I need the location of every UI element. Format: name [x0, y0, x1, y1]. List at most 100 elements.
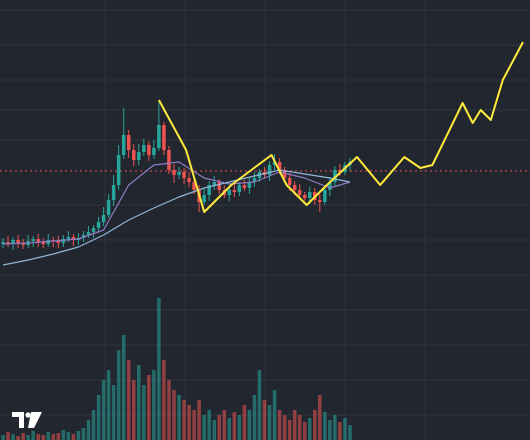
volume-bar — [328, 420, 332, 440]
volume-bar — [172, 390, 176, 440]
volume-bar — [207, 410, 211, 440]
volume-bar — [101, 380, 106, 440]
volume-bar — [41, 435, 46, 440]
volume-bar — [232, 412, 237, 440]
candle-body — [333, 170, 337, 182]
candle-body — [202, 195, 206, 202]
volume-bar — [212, 420, 216, 440]
volume-bar — [6, 432, 10, 440]
volume-bar — [333, 415, 337, 440]
volume-bar — [242, 405, 247, 440]
volume-bar — [297, 415, 302, 440]
candle-body — [297, 190, 302, 195]
candle-body — [187, 178, 191, 182]
candle-body — [338, 170, 342, 172]
volume-bar — [31, 431, 35, 440]
candle-body — [207, 185, 211, 195]
candle-body — [177, 172, 181, 175]
volume-bar — [157, 298, 161, 440]
candle-body — [237, 185, 242, 192]
candle-body — [272, 162, 277, 165]
logo-part — [25, 412, 31, 418]
volume-bar — [36, 434, 40, 440]
candle-body — [81, 235, 86, 238]
volume-bar — [61, 430, 66, 440]
volume-bar — [16, 436, 20, 440]
candle-body — [16, 240, 20, 243]
volume-bar — [137, 365, 141, 440]
candle-body — [6, 242, 10, 244]
volume-bar — [86, 420, 91, 440]
candle-body — [86, 232, 91, 235]
candle-body — [152, 148, 156, 155]
candle-body — [121, 135, 126, 155]
volume-bar — [126, 360, 131, 440]
candle-body — [21, 243, 25, 245]
volume-bar — [343, 418, 347, 440]
candle-body — [31, 239, 35, 241]
volume-bar — [227, 418, 232, 440]
volume-bar — [76, 431, 81, 440]
volume-bar — [11, 434, 15, 440]
volume-bar — [222, 410, 227, 440]
volume-bar — [111, 385, 116, 440]
candle-body — [282, 170, 287, 178]
volume-bar — [21, 433, 25, 440]
volume-bar — [46, 432, 51, 440]
volume-bar — [96, 395, 101, 440]
line — [2, 169, 351, 266]
line — [2, 161, 351, 245]
logo-part — [12, 412, 24, 428]
volume-bar — [247, 410, 252, 440]
logo — [12, 412, 42, 428]
volume-bar — [348, 425, 352, 440]
candle-body — [61, 239, 66, 243]
candle-body — [157, 125, 161, 148]
volume-bar — [302, 422, 307, 440]
candle-body — [131, 150, 136, 160]
candle-body — [318, 200, 322, 202]
volume-bar — [162, 360, 166, 440]
volume-bar — [51, 434, 56, 440]
candle-body — [56, 241, 61, 243]
volume-bar — [202, 415, 206, 440]
candle-body — [137, 152, 141, 160]
volume-bar — [192, 410, 196, 440]
candle-body — [252, 178, 257, 182]
volume-bar — [182, 400, 186, 440]
volume-bar — [152, 370, 156, 440]
volume-bar — [252, 395, 257, 440]
candle-body — [172, 170, 176, 175]
volume-pane — [1, 298, 352, 440]
volume-bar — [307, 418, 312, 440]
volume-bar — [267, 405, 272, 440]
candle-body — [323, 190, 327, 202]
candle-body — [307, 192, 312, 198]
candle-body — [91, 228, 96, 232]
candle-body — [36, 239, 40, 242]
volume-bar — [217, 415, 222, 440]
candle-body — [247, 182, 252, 188]
volume-bar — [116, 350, 121, 440]
candle-body — [182, 172, 186, 178]
volume-bar — [262, 400, 267, 440]
volume-bar — [56, 433, 61, 440]
volume-bar — [71, 434, 76, 440]
volume-bar — [167, 380, 171, 440]
candle-body — [227, 190, 232, 195]
candle-body — [162, 125, 166, 150]
volume-bar — [277, 410, 282, 440]
candle-body — [126, 135, 131, 150]
candle-body — [106, 200, 111, 215]
volume-bar — [91, 410, 96, 440]
volume-bar — [272, 390, 277, 440]
volume-bar — [1, 435, 5, 440]
volume-bar — [292, 410, 297, 440]
volume-bar — [177, 395, 181, 440]
volume-bar — [323, 412, 327, 440]
candle-body — [147, 145, 151, 155]
volume-bar — [187, 405, 191, 440]
